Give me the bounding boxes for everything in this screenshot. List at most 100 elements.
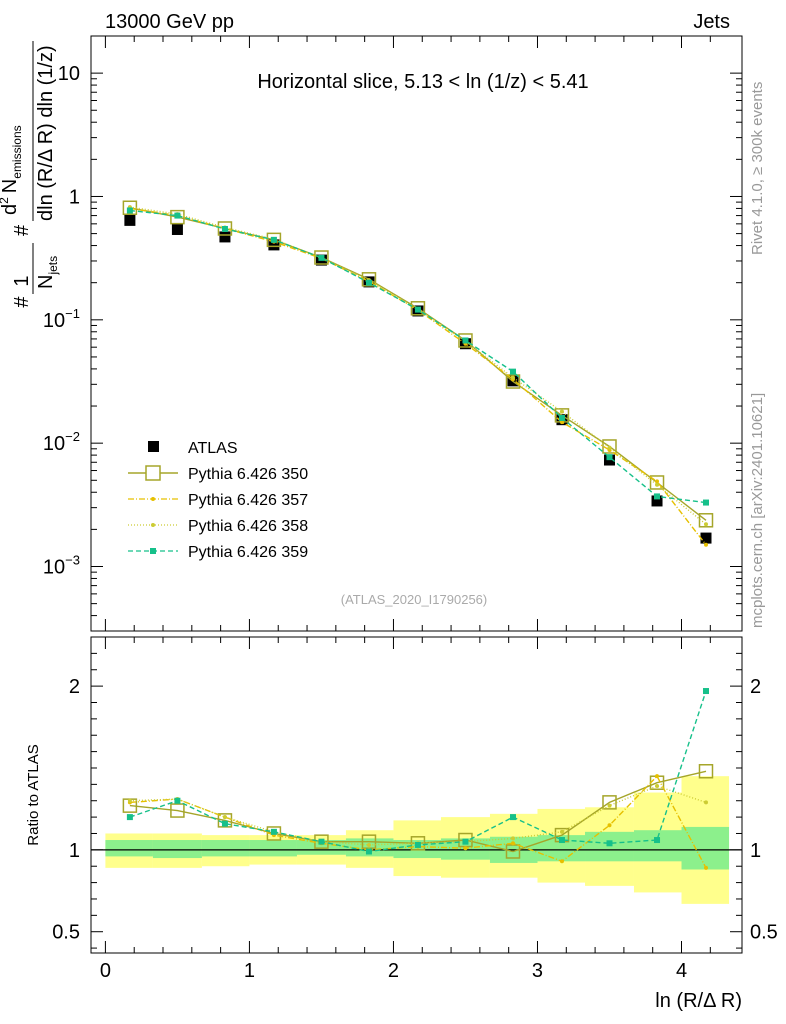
legend-label-pythia-357: Pythia 6.426 357 [188, 492, 308, 509]
ylabel-frac-one: 1 [11, 275, 33, 286]
main-y-axis-label: # 1 Njets # d2Nemissions dln (R/Δ R) dln… [0, 41, 60, 308]
legend: ATLAS Pythia 6.426 350 Pythia 6.426 357 … [128, 440, 308, 561]
header-energy-label: 13000 GeV pp [105, 11, 234, 33]
ratio-pythia-350-point [170, 803, 185, 818]
ratio-pythia-350-point [698, 764, 714, 779]
ratio-pythia-359-point [221, 820, 228, 827]
pythia-359-point [365, 279, 372, 286]
ratio-band-green [152, 840, 202, 859]
pythia-358-point [703, 522, 708, 527]
ratio-pythia-350-point [217, 813, 233, 828]
ratio-pythia-357-point [559, 859, 564, 864]
legend-entry-pythia-358: Pythia 6.426 358 [128, 518, 308, 535]
ratio-band-green [585, 831, 634, 862]
ylabel-hash-2: # [11, 224, 33, 236]
pythia-350-point [217, 221, 233, 236]
ratio-band-green [393, 840, 441, 859]
pythia-357-point [655, 479, 660, 484]
ratio-pythia-358-point [127, 798, 132, 803]
legend-entry-atlas: ATLAS [148, 440, 238, 457]
ratio-band-green [681, 826, 730, 870]
pythia-359-point [462, 337, 469, 344]
ratio-y-tick-label-right: 1 [750, 840, 761, 862]
ratio-pythia-358-point [703, 800, 708, 805]
main-y-tick-label: 10−2 [43, 429, 80, 455]
ratio-band-green [201, 840, 250, 857]
ratio-pythia-358-point [366, 842, 371, 847]
main-y-tick-labels: 10 1 10−1 10−2 10−3 [43, 63, 80, 578]
ratio-pythia-359-point [509, 814, 516, 821]
x-tick-label: 2 [388, 960, 399, 982]
ratio-pythia-359-point [174, 797, 181, 804]
atlas-point [124, 214, 136, 226]
x-tick-label: 3 [532, 960, 543, 982]
ratio-pythia-359-point [365, 848, 372, 855]
ratio-pythia-358-point [607, 803, 612, 808]
ratio-pythia-359-point [654, 837, 661, 844]
ratio-pythia-357-point [655, 774, 660, 779]
ratio-pythia-359-point [318, 838, 325, 845]
ratio-pythia-350-point [602, 795, 617, 810]
pythia-358-point [607, 445, 612, 450]
ratio-y-axis-label: Ratio to ATLAS [25, 744, 42, 845]
mcplots-citation-label: mcplots.cern.ch [arXiv:2401.10621] [749, 393, 766, 628]
pythia-350-point [602, 439, 617, 454]
ratio-y-tick-label-left: 2 [69, 676, 80, 698]
plot-title: Horizontal slice, 5.13 < ln (1/z) < 5.41 [257, 71, 588, 93]
pythia-350-point [698, 513, 714, 528]
ratio-pythia-357-point [607, 823, 612, 828]
ratio-series-layer [122, 688, 714, 870]
ratio-pythia-357-point [510, 841, 515, 846]
x-tick-label: 1 [244, 960, 255, 982]
atlas-point [219, 231, 231, 243]
pythia-359-point [221, 225, 228, 232]
pythia-359-point [509, 368, 516, 375]
main-y-tick-label: 10−3 [43, 553, 80, 579]
pythia-359-point [270, 236, 277, 243]
ylabel-hash-1: # [11, 296, 33, 308]
ratio-y-tick-label-right: 0.5 [750, 922, 778, 944]
ratio-pythia-359-point [126, 814, 133, 821]
legend-label-pythia-350: Pythia 6.426 350 [188, 466, 308, 483]
main-plot-frame [90, 35, 743, 632]
ratio-axis-ticks [91, 637, 742, 953]
pythia-350-point [458, 333, 473, 348]
ratio-band-green [296, 840, 346, 855]
main-y-tick-label: 1 [69, 186, 80, 208]
atlas-point [651, 495, 663, 507]
legend-marker-atlas [148, 441, 159, 452]
pythia-358-point [559, 409, 564, 414]
legend-marker-pythia-358 [151, 523, 155, 527]
pythia-350-point [170, 209, 185, 225]
pythia-359-point [174, 212, 181, 219]
legend-marker-pythia-357 [151, 497, 155, 501]
x-tick-label: 4 [676, 960, 687, 982]
pythia-350-point [649, 475, 665, 490]
pythia-359-point [606, 454, 613, 461]
legend-entry-pythia-350: Pythia 6.426 350 [128, 465, 308, 483]
pythia-350-point [410, 301, 426, 316]
ratio-pythia-358-point [510, 836, 515, 841]
ratio-band-green [249, 840, 297, 857]
ylabel-njets: Njets [35, 256, 60, 289]
legend-label-pythia-359: Pythia 6.426 359 [188, 544, 308, 561]
x-axis-label: ln (R/Δ R) [655, 990, 742, 1012]
ratio-pythia-359-point [270, 828, 277, 835]
ratio-y-tick-label-right: 2 [750, 676, 761, 698]
x-tick-label: 0 [100, 960, 111, 982]
main-y-tick-label: 10−1 [43, 306, 80, 332]
ratio-pythia-359-point [558, 837, 565, 844]
analysis-watermark: (ATLAS_2020_I1790256) [341, 592, 487, 607]
ratio-band-green [633, 830, 682, 862]
pythia-359-point [318, 254, 325, 261]
pythia-359-point [702, 499, 709, 506]
ratio-pythia-359-point [414, 841, 421, 848]
ylabel-numerator: d2Nemissions [0, 125, 24, 215]
ratio-tick-labels: 0.5 0.5 1 1 2 2 0 1 2 3 4 [52, 676, 778, 982]
ratio-pythia-358-point [559, 829, 564, 834]
ratio-plot-frame [90, 636, 743, 954]
series-line-p359 [129, 209, 707, 504]
pythia-359-point [126, 207, 133, 214]
ratio-pythia-358-point [655, 783, 660, 788]
pythia-359-point [654, 493, 661, 500]
